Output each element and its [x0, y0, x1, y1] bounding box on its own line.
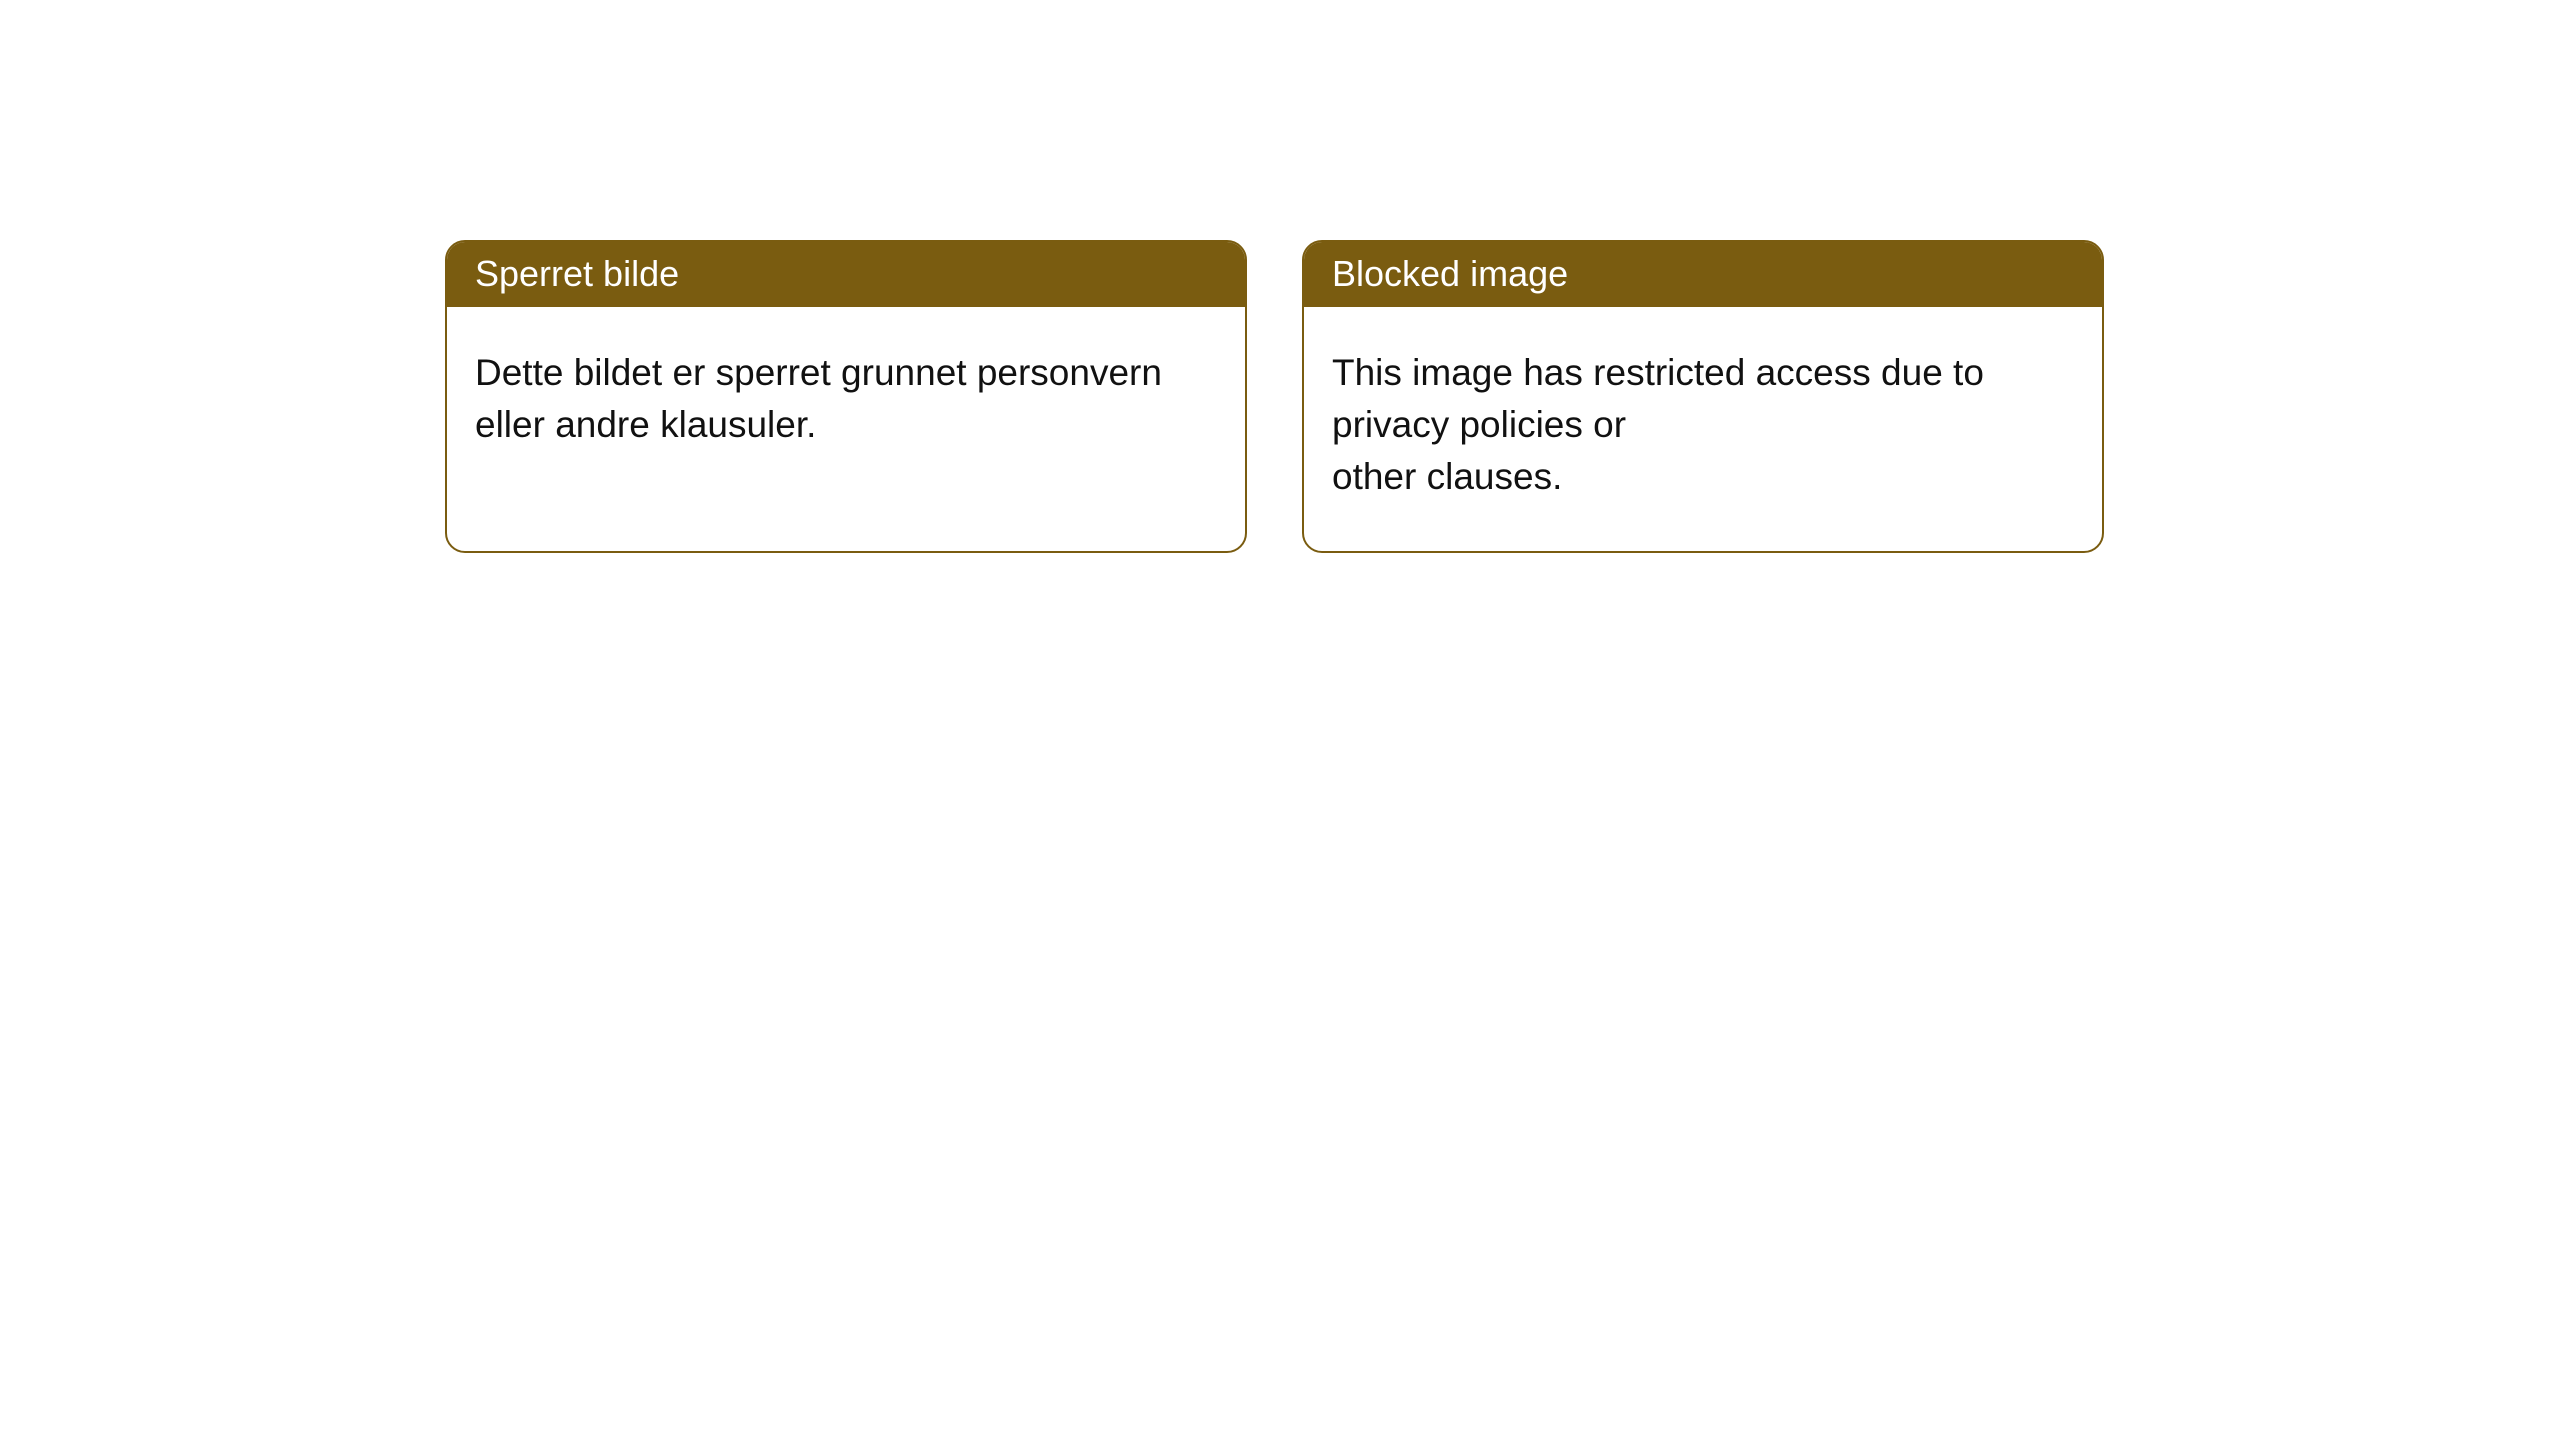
notice-container: Sperret bilde Dette bildet er sperret gr… [0, 0, 2560, 553]
notice-header: Sperret bilde [447, 242, 1245, 307]
notice-body: Dette bildet er sperret grunnet personve… [447, 307, 1245, 547]
notice-body: This image has restricted access due to … [1304, 307, 2102, 550]
notice-header: Blocked image [1304, 242, 2102, 307]
notice-card-english: Blocked image This image has restricted … [1302, 240, 2104, 553]
notice-card-norwegian: Sperret bilde Dette bildet er sperret gr… [445, 240, 1247, 553]
